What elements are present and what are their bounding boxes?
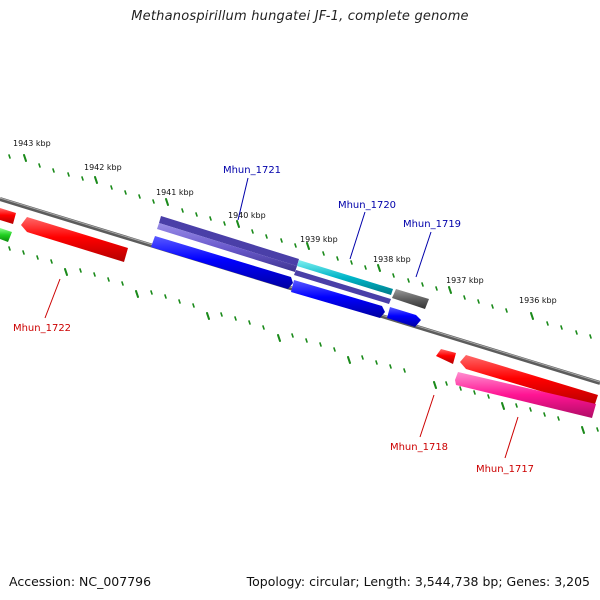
gene-mhun-1719[interactable] (392, 289, 429, 309)
kbp-label: 1938 kbp (373, 255, 411, 264)
accession-text: Accession: NC_007796 (9, 574, 152, 589)
kbp-label: 1943 kbp (13, 139, 51, 148)
gene-blue-block-1[interactable] (151, 236, 293, 289)
gene-label-mhun-1718[interactable]: Mhun_1718 (390, 442, 448, 453)
gene-blue-block-3[interactable] (387, 307, 421, 327)
gene-mhun-1721[interactable] (157, 216, 299, 272)
kbp-label: 1940 kbp (228, 211, 266, 220)
kbp-label: 1941 kbp (156, 188, 194, 197)
upper-tick-ruler (8, 154, 592, 339)
gene-mhun-1718-large[interactable] (460, 355, 598, 407)
callout-lines (44, 177, 519, 459)
gene-label-mhun-1717[interactable]: Mhun_1717 (476, 464, 534, 475)
gene-label-mhun-1722[interactable]: Mhun_1722 (13, 323, 71, 334)
gene-mhun-1722[interactable] (0, 208, 128, 262)
gene-label-mhun-1719[interactable]: Mhun_1719 (403, 219, 461, 230)
kbp-labels: 1943 kbp 1942 kbp 1941 kbp 1940 kbp 1939… (13, 139, 557, 305)
kbp-label: 1936 kbp (519, 296, 557, 305)
gene-label-mhun-1720[interactable]: Mhun_1720 (338, 200, 396, 211)
gene-label-mhun-1721[interactable]: Mhun_1721 (223, 165, 281, 176)
gene-mhun-1718[interactable] (436, 349, 456, 364)
lower-tick-ruler (8, 246, 599, 434)
genome-summary-text: Topology: circular; Length: 3,544,738 bp… (246, 574, 590, 589)
gene-mhun-1720[interactable] (294, 260, 393, 304)
gene-blue-block-2[interactable] (291, 280, 385, 318)
kbp-label: 1939 kbp (300, 235, 338, 244)
kbp-label: 1942 kbp (84, 163, 122, 172)
kbp-label: 1937 kbp (446, 276, 484, 285)
gene-mhun-1717[interactable] (455, 372, 596, 418)
genome-title: Methanospirillum hungatei JF-1, complete… (131, 9, 469, 24)
